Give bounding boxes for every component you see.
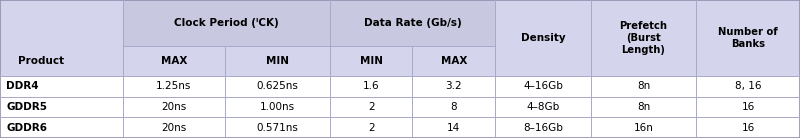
Text: 8, 16: 8, 16 — [734, 81, 762, 91]
Bar — [495, 97, 591, 117]
Bar — [591, 97, 696, 117]
Bar — [413, 46, 495, 76]
Bar — [495, 117, 591, 138]
Text: 4–8Gb: 4–8Gb — [526, 102, 560, 112]
Text: Prefetch
(Burst
Length): Prefetch (Burst Length) — [619, 21, 667, 55]
Bar — [413, 97, 495, 117]
Bar — [225, 46, 330, 76]
Text: Density: Density — [521, 33, 566, 43]
Text: 8n: 8n — [637, 81, 650, 91]
Text: 16n: 16n — [634, 123, 654, 133]
Text: 0.625ns: 0.625ns — [256, 81, 298, 91]
Bar — [122, 0, 330, 46]
Text: MIN: MIN — [360, 56, 382, 66]
Text: 16: 16 — [742, 123, 754, 133]
Bar — [330, 76, 413, 97]
Bar — [225, 76, 330, 97]
Text: 8n: 8n — [637, 102, 650, 112]
Text: MAX: MAX — [441, 56, 467, 66]
Bar — [696, 97, 800, 117]
Text: GDDR5: GDDR5 — [6, 102, 47, 112]
Text: 2: 2 — [368, 123, 374, 133]
Bar — [696, 117, 800, 138]
Bar — [122, 76, 225, 97]
Text: Data Rate (Gb/s): Data Rate (Gb/s) — [363, 18, 462, 28]
Text: Product: Product — [18, 56, 65, 66]
Text: DDR4: DDR4 — [6, 81, 39, 91]
Bar — [696, 76, 800, 97]
Bar — [122, 117, 225, 138]
Bar — [0, 117, 122, 138]
Bar — [591, 117, 696, 138]
Bar — [225, 97, 330, 117]
Bar — [0, 97, 122, 117]
Text: MIN: MIN — [266, 56, 289, 66]
Bar — [225, 117, 330, 138]
Bar — [495, 0, 591, 76]
Text: 1.00ns: 1.00ns — [260, 102, 295, 112]
Bar — [330, 46, 413, 76]
Bar — [413, 76, 495, 97]
Bar — [696, 0, 800, 76]
Bar — [591, 76, 696, 97]
Text: GDDR6: GDDR6 — [6, 123, 47, 133]
Bar — [495, 76, 591, 97]
Text: 1.25ns: 1.25ns — [156, 81, 191, 91]
Bar — [122, 97, 225, 117]
Text: 16: 16 — [742, 102, 754, 112]
Text: Clock Period (ᴵCK): Clock Period (ᴵCK) — [174, 18, 278, 28]
Bar — [330, 117, 413, 138]
Text: MAX: MAX — [161, 56, 187, 66]
Text: 14: 14 — [447, 123, 461, 133]
Text: 0.571ns: 0.571ns — [256, 123, 298, 133]
Text: 8–16Gb: 8–16Gb — [523, 123, 563, 133]
Text: 8: 8 — [450, 102, 457, 112]
Bar — [330, 0, 495, 46]
Text: 20ns: 20ns — [161, 123, 186, 133]
Text: 4–16Gb: 4–16Gb — [523, 81, 563, 91]
Text: 20ns: 20ns — [161, 102, 186, 112]
Bar — [330, 97, 413, 117]
Bar — [591, 0, 696, 76]
Bar — [0, 0, 122, 76]
Text: 1.6: 1.6 — [362, 81, 379, 91]
Text: 3.2: 3.2 — [446, 81, 462, 91]
Text: Number of
Banks: Number of Banks — [718, 27, 778, 49]
Text: 2: 2 — [368, 102, 374, 112]
Bar — [122, 46, 225, 76]
Bar — [0, 76, 122, 97]
Bar — [413, 117, 495, 138]
